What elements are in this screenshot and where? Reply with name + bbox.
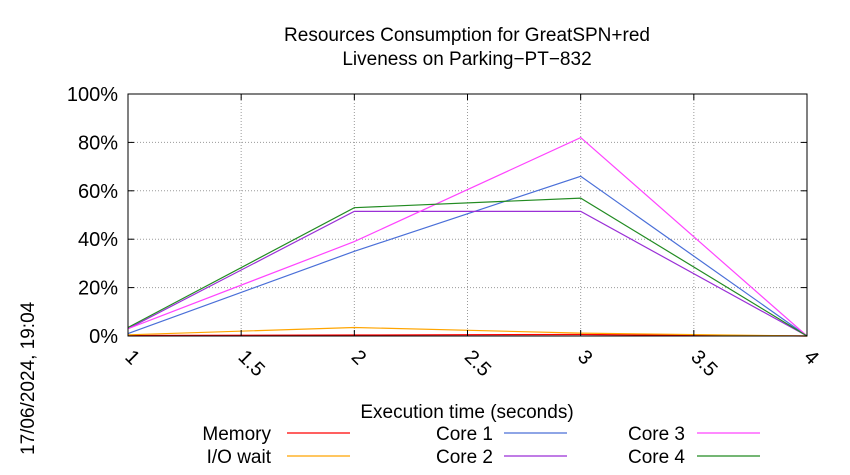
- legend-label-4: Core 3: [628, 424, 685, 445]
- legend-label-3: Core 2: [436, 447, 493, 468]
- y-tick-label-4: 80%: [78, 132, 118, 154]
- legend-label-1: I/O wait: [207, 447, 272, 468]
- x-axis-label: Execution time (seconds): [360, 402, 573, 423]
- x-tick-label-4: 3: [573, 346, 596, 369]
- series-line-4: [127, 136, 808, 337]
- legend-label-5: Core 4: [628, 447, 685, 468]
- series-lines: [127, 136, 808, 337]
- x-tick-label-0: 1: [120, 346, 143, 369]
- x-tick-label-3: 2.5: [460, 346, 495, 381]
- y-axis-ticks: 0% 20% 40% 60% 80% 100%: [67, 84, 807, 348]
- x-tick-label-2: 2: [347, 346, 370, 369]
- y-tick-label-5: 100%: [67, 84, 118, 106]
- y-tick-label-1: 20%: [78, 278, 118, 300]
- x-tick-label-6: 4: [799, 346, 822, 369]
- series-line-2: [127, 175, 808, 337]
- timestamp: 17/06/2024, 19:04: [18, 301, 39, 455]
- series-line-5: [127, 197, 808, 337]
- grid: [128, 94, 807, 336]
- y-tick-label-3: 60%: [78, 181, 118, 203]
- chart-title-line2: Liveness on Parking−PT−832: [342, 49, 591, 70]
- x-tick-label-5: 3.5: [686, 346, 721, 381]
- y-tick-label-2: 40%: [78, 229, 118, 251]
- y-tick-label-0: 0%: [89, 326, 118, 348]
- x-tick-label-1: 1.5: [234, 346, 269, 381]
- legend-label-2: Core 1: [436, 424, 493, 445]
- chart-title-line1: Resources Consumption for GreatSPN+red: [284, 25, 650, 46]
- x-axis-ticks: 1 1.5 2 2.5 3 3.5 4: [120, 94, 823, 381]
- series-line-3: [127, 210, 808, 337]
- legend-label-0: Memory: [202, 424, 271, 445]
